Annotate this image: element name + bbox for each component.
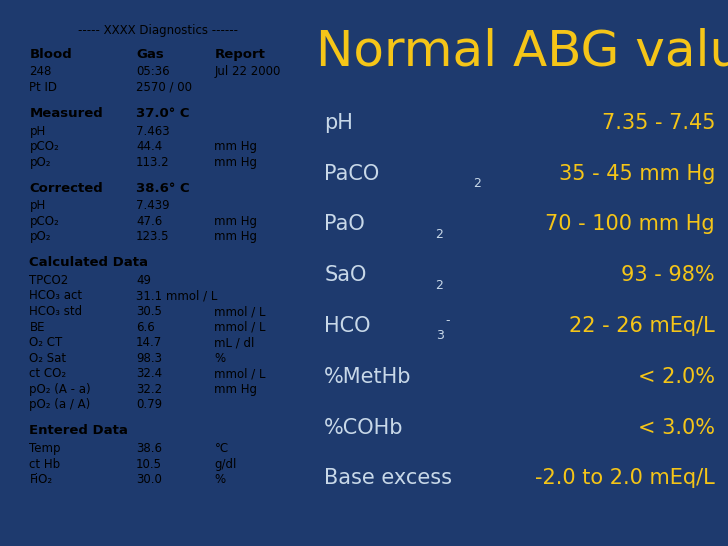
Text: HCO: HCO (324, 316, 371, 336)
Text: Blood: Blood (29, 48, 72, 61)
Text: O₂ CT: O₂ CT (29, 336, 63, 349)
Text: O₂ Sat: O₂ Sat (29, 352, 66, 365)
Text: %MetHb: %MetHb (324, 367, 412, 387)
Text: 93 - 98%: 93 - 98% (622, 265, 715, 285)
Text: 38.6: 38.6 (136, 442, 162, 455)
Text: ct CO₂: ct CO₂ (29, 367, 66, 380)
Text: pH: pH (29, 124, 46, 138)
Text: SaO: SaO (324, 265, 367, 285)
Text: Pt ID: Pt ID (29, 81, 58, 94)
Text: mmol / L: mmol / L (214, 321, 266, 334)
Text: FiO₂: FiO₂ (29, 473, 52, 486)
Text: Normal ABG values: Normal ABG values (316, 27, 728, 75)
Text: 30.0: 30.0 (136, 473, 162, 486)
Text: Entered Data: Entered Data (29, 424, 128, 437)
Text: TPCO2: TPCO2 (29, 274, 68, 287)
Text: 2570 / 00: 2570 / 00 (136, 81, 192, 94)
Text: Jul 22 2000: Jul 22 2000 (214, 66, 281, 79)
Text: pCO₂: pCO₂ (29, 215, 59, 228)
Text: Report: Report (214, 48, 265, 61)
Text: 38.6° C: 38.6° C (136, 182, 189, 194)
Text: 123.5: 123.5 (136, 230, 170, 244)
Text: 70 - 100 mm Hg: 70 - 100 mm Hg (545, 215, 715, 234)
Text: < 3.0%: < 3.0% (638, 418, 715, 437)
Text: PaCO: PaCO (324, 164, 379, 183)
Text: pO₂: pO₂ (29, 230, 51, 244)
Text: mL / dl: mL / dl (214, 336, 255, 349)
Text: 2: 2 (435, 278, 443, 292)
Text: 35 - 45 mm Hg: 35 - 45 mm Hg (558, 164, 715, 183)
Text: pH: pH (29, 199, 46, 212)
Text: °C: °C (214, 442, 229, 455)
Text: 31.1 mmol / L: 31.1 mmol / L (136, 289, 217, 302)
Text: 0.79: 0.79 (136, 399, 162, 411)
Text: pO₂ (A - a): pO₂ (A - a) (29, 383, 91, 396)
Text: 14.7: 14.7 (136, 336, 162, 349)
Text: 113.2: 113.2 (136, 156, 170, 169)
Text: -2.0 to 2.0 mEq/L: -2.0 to 2.0 mEq/L (535, 468, 715, 488)
Text: 37.0° C: 37.0° C (136, 107, 189, 120)
Text: Corrected: Corrected (29, 182, 103, 194)
Text: Base excess: Base excess (324, 468, 452, 488)
Text: pO₂ (a / A): pO₂ (a / A) (29, 399, 91, 411)
Text: Gas: Gas (136, 48, 164, 61)
Text: 248: 248 (29, 66, 52, 79)
Text: ----- XXXX Diagnostics ------: ----- XXXX Diagnostics ------ (79, 24, 238, 37)
Text: HCO₃ std: HCO₃ std (29, 305, 82, 318)
Text: 10.5: 10.5 (136, 458, 162, 471)
Text: Calculated Data: Calculated Data (29, 256, 149, 269)
Text: 98.3: 98.3 (136, 352, 162, 365)
Text: PaO: PaO (324, 215, 365, 234)
Text: HCO₃ act: HCO₃ act (29, 289, 82, 302)
Text: mm Hg: mm Hg (214, 215, 258, 228)
Text: 2: 2 (472, 177, 480, 190)
Text: pH: pH (324, 113, 353, 133)
Text: 32.4: 32.4 (136, 367, 162, 380)
Text: Measured: Measured (29, 107, 103, 120)
Text: 7.35 - 7.45: 7.35 - 7.45 (601, 113, 715, 133)
Text: pCO₂: pCO₂ (29, 140, 59, 153)
Text: 7.439: 7.439 (136, 199, 170, 212)
Text: mm Hg: mm Hg (214, 156, 258, 169)
Text: %: % (214, 473, 226, 486)
Text: 30.5: 30.5 (136, 305, 162, 318)
Text: < 2.0%: < 2.0% (638, 367, 715, 387)
Text: 05:36: 05:36 (136, 66, 170, 79)
Text: 22 - 26 mEq/L: 22 - 26 mEq/L (569, 316, 715, 336)
Text: g/dl: g/dl (214, 458, 237, 471)
Text: Temp: Temp (29, 442, 61, 455)
Text: mmol / L: mmol / L (214, 367, 266, 380)
Text: mm Hg: mm Hg (214, 140, 258, 153)
Text: 32.2: 32.2 (136, 383, 162, 396)
Text: 2: 2 (435, 228, 443, 241)
Text: 49: 49 (136, 274, 151, 287)
Text: pO₂: pO₂ (29, 156, 51, 169)
Text: ct Hb: ct Hb (29, 458, 60, 471)
Text: BE: BE (29, 321, 45, 334)
Text: mmol / L: mmol / L (214, 305, 266, 318)
Text: mm Hg: mm Hg (214, 383, 258, 396)
Text: mm Hg: mm Hg (214, 230, 258, 244)
Text: 44.4: 44.4 (136, 140, 162, 153)
Text: 3: 3 (435, 329, 443, 342)
Text: 6.6: 6.6 (136, 321, 154, 334)
Text: -: - (445, 314, 449, 327)
Text: 7.463: 7.463 (136, 124, 170, 138)
Text: %COHb: %COHb (324, 418, 404, 437)
Text: %: % (214, 352, 226, 365)
Text: 47.6: 47.6 (136, 215, 162, 228)
